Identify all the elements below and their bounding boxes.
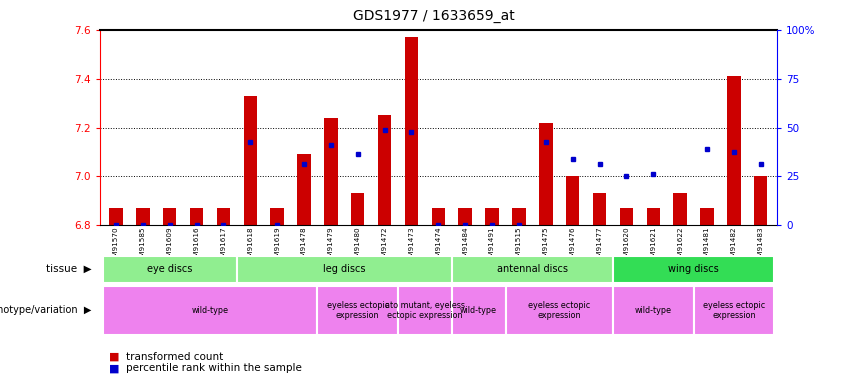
Bar xyxy=(404,37,418,225)
Bar xyxy=(647,208,660,225)
Bar xyxy=(102,286,318,334)
Bar xyxy=(244,96,257,225)
Bar xyxy=(458,208,472,225)
Bar xyxy=(378,115,391,225)
Bar xyxy=(324,118,338,225)
Text: wild-type: wild-type xyxy=(460,306,497,315)
Text: wild-type: wild-type xyxy=(635,306,672,315)
Bar xyxy=(451,256,613,283)
Bar xyxy=(190,208,203,225)
Text: ato mutant, eyeless
ectopic expression: ato mutant, eyeless ectopic expression xyxy=(385,301,465,320)
Bar xyxy=(485,208,499,225)
Text: antennal discs: antennal discs xyxy=(496,264,568,274)
Bar xyxy=(613,256,774,283)
Bar xyxy=(102,256,237,283)
Bar xyxy=(398,286,451,334)
Text: ■: ■ xyxy=(108,352,119,362)
Bar xyxy=(431,208,445,225)
Text: eye discs: eye discs xyxy=(147,264,193,274)
Bar xyxy=(109,208,122,225)
Bar xyxy=(700,208,713,225)
Text: wing discs: wing discs xyxy=(668,264,719,274)
Text: eyeless ectopic
expression: eyeless ectopic expression xyxy=(528,301,590,320)
Bar xyxy=(694,286,774,334)
Bar xyxy=(237,256,451,283)
Bar xyxy=(451,286,505,334)
Text: GDS1977 / 1633659_at: GDS1977 / 1633659_at xyxy=(353,9,515,23)
Bar xyxy=(593,194,606,225)
Bar xyxy=(163,208,176,225)
Bar xyxy=(566,176,579,225)
Text: ■: ■ xyxy=(108,363,119,373)
Bar xyxy=(620,208,633,225)
Bar xyxy=(754,176,767,225)
Text: leg discs: leg discs xyxy=(323,264,365,274)
Bar xyxy=(505,286,613,334)
Bar xyxy=(351,194,365,225)
Text: wild-type: wild-type xyxy=(192,306,228,315)
Bar xyxy=(136,208,149,225)
Bar xyxy=(613,286,694,334)
Text: tissue  ▶: tissue ▶ xyxy=(45,264,91,274)
Bar xyxy=(727,76,740,225)
Bar xyxy=(318,286,398,334)
Text: transformed count: transformed count xyxy=(126,352,223,362)
Bar xyxy=(297,154,311,225)
Bar xyxy=(539,123,553,225)
Bar xyxy=(217,208,230,225)
Bar xyxy=(271,208,284,225)
Bar xyxy=(674,194,687,225)
Text: genotype/variation  ▶: genotype/variation ▶ xyxy=(0,305,91,315)
Text: eyeless ectopic
expression: eyeless ectopic expression xyxy=(326,301,389,320)
Bar xyxy=(512,208,526,225)
Text: percentile rank within the sample: percentile rank within the sample xyxy=(126,363,302,373)
Text: eyeless ectopic
expression: eyeless ectopic expression xyxy=(703,301,765,320)
